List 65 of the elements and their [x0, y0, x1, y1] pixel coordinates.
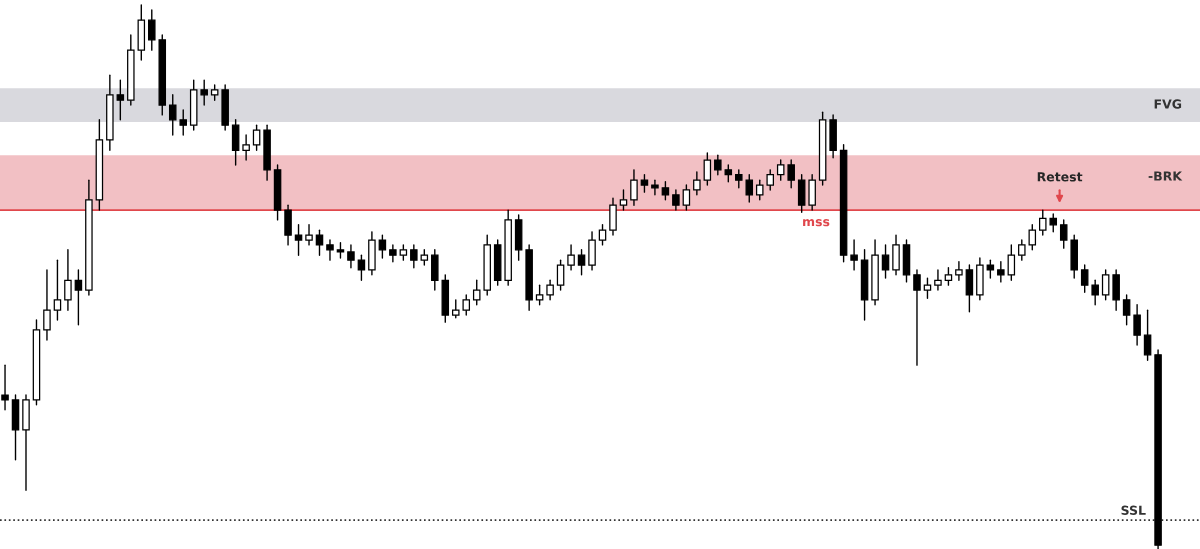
candlestick [955, 261, 963, 281]
candlestick [242, 134, 250, 161]
candlestick [1059, 219, 1068, 249]
candlestick [357, 254, 366, 281]
candlestick [378, 234, 387, 259]
candlestick [745, 174, 754, 203]
candlestick [200, 79, 208, 106]
candlestick [410, 244, 418, 269]
candlestick [598, 224, 607, 246]
ref-line-label: mss [803, 219, 830, 227]
candlestick [997, 261, 1005, 283]
candlestick [64, 249, 72, 311]
candlestick [116, 79, 125, 121]
candlestick [630, 169, 638, 206]
candlestick [1007, 244, 1016, 281]
candlestick [1091, 279, 1099, 306]
candlestick [1, 364, 9, 411]
candlestick [1028, 224, 1037, 251]
candlestick [672, 189, 680, 211]
band-label: -BRK [1148, 171, 1183, 181]
candlestick [74, 269, 83, 326]
candlestick [934, 269, 942, 291]
candlestick [462, 294, 471, 316]
candlestick [305, 224, 313, 246]
candlestick [682, 184, 691, 211]
candlestick [315, 229, 324, 256]
candlestick [923, 277, 932, 299]
candlestick [776, 159, 785, 181]
candlestick [347, 244, 355, 269]
annotation: Retest [1037, 172, 1083, 182]
candlestick [179, 109, 187, 136]
candlestick [148, 9, 156, 51]
candlestick [619, 189, 628, 211]
candlestick [43, 269, 51, 341]
candlestick [714, 154, 722, 176]
candlestick [651, 179, 659, 196]
candlestick [693, 171, 701, 196]
candlestick [703, 152, 712, 186]
candlestick [567, 244, 575, 271]
candlestick [294, 224, 303, 256]
candlestick [1133, 304, 1141, 346]
candlestick [577, 249, 586, 276]
candlestick [389, 244, 397, 263]
candlestick [881, 244, 890, 279]
candlestick [535, 284, 544, 306]
candlestick [913, 269, 921, 366]
candlestick [850, 239, 858, 271]
candlestick [1143, 309, 1152, 361]
candlestick [1018, 239, 1026, 261]
candlestick [53, 259, 62, 321]
band-label: FVG [1154, 99, 1182, 109]
candlestick [1080, 264, 1089, 293]
candlestick [556, 259, 565, 291]
candlestick [326, 239, 334, 261]
candlestick [472, 279, 481, 306]
candlestick [1101, 269, 1110, 301]
candlestick [252, 124, 261, 151]
ref-line-label: SSL [1121, 505, 1146, 516]
candlestick [787, 159, 795, 189]
candlestick [546, 279, 554, 301]
candlestick [1122, 294, 1131, 326]
candlestick [766, 169, 775, 191]
candlestick [1038, 209, 1047, 236]
candlestick [755, 179, 764, 201]
candlestick [168, 94, 177, 136]
